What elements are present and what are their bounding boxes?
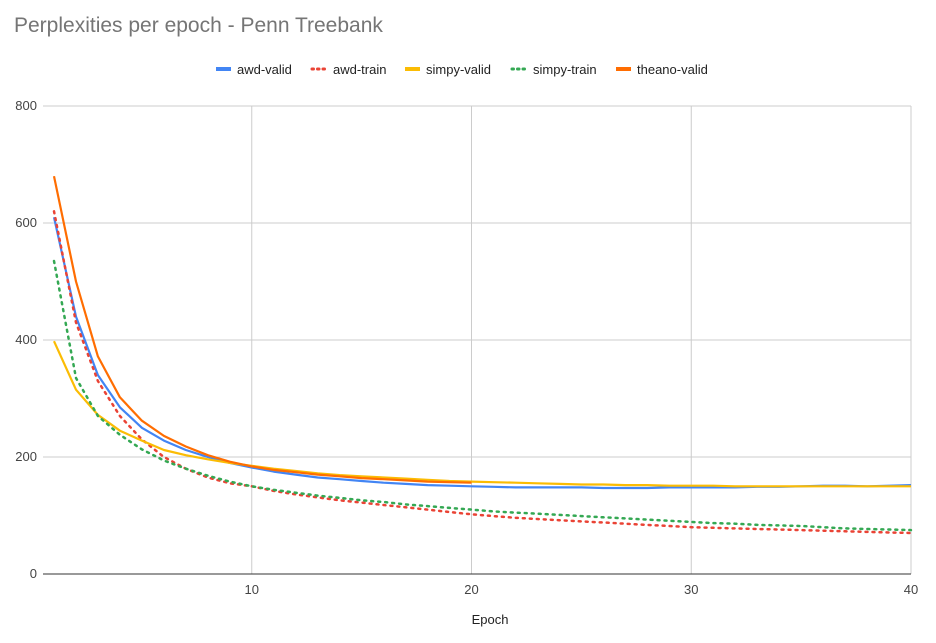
- x-tick-label-20: 20: [464, 582, 478, 597]
- y-tick-label-200: 200: [15, 449, 37, 464]
- x-tick-label-10: 10: [245, 582, 259, 597]
- legend-label-theano-valid: theano-valid: [637, 62, 708, 77]
- series-line-simpy-train: [52, 259, 913, 532]
- legend-label-simpy-valid: simpy-valid: [426, 62, 491, 77]
- legend-label-awd-valid: awd-valid: [237, 62, 292, 77]
- series-line-theano-valid: [52, 175, 472, 484]
- y-tick-label-0: 0: [30, 566, 37, 581]
- series-line-simpy-valid: [52, 340, 911, 488]
- x-axis-title: Epoch: [472, 612, 509, 627]
- y-tick-label-400: 400: [15, 332, 37, 347]
- legend-label-awd-train: awd-train: [333, 62, 386, 77]
- x-tick-label-40: 40: [904, 582, 918, 597]
- series-line-awd-valid: [52, 216, 912, 490]
- y-tick-label-800: 800: [15, 98, 37, 113]
- y-tick-label-600: 600: [15, 215, 37, 230]
- chart-title: Perplexities per epoch - Penn Treebank: [14, 14, 383, 37]
- x-tick-label-30: 30: [684, 582, 698, 597]
- series-line-awd-train: [52, 210, 913, 535]
- legend-label-simpy-train: simpy-train: [533, 62, 597, 77]
